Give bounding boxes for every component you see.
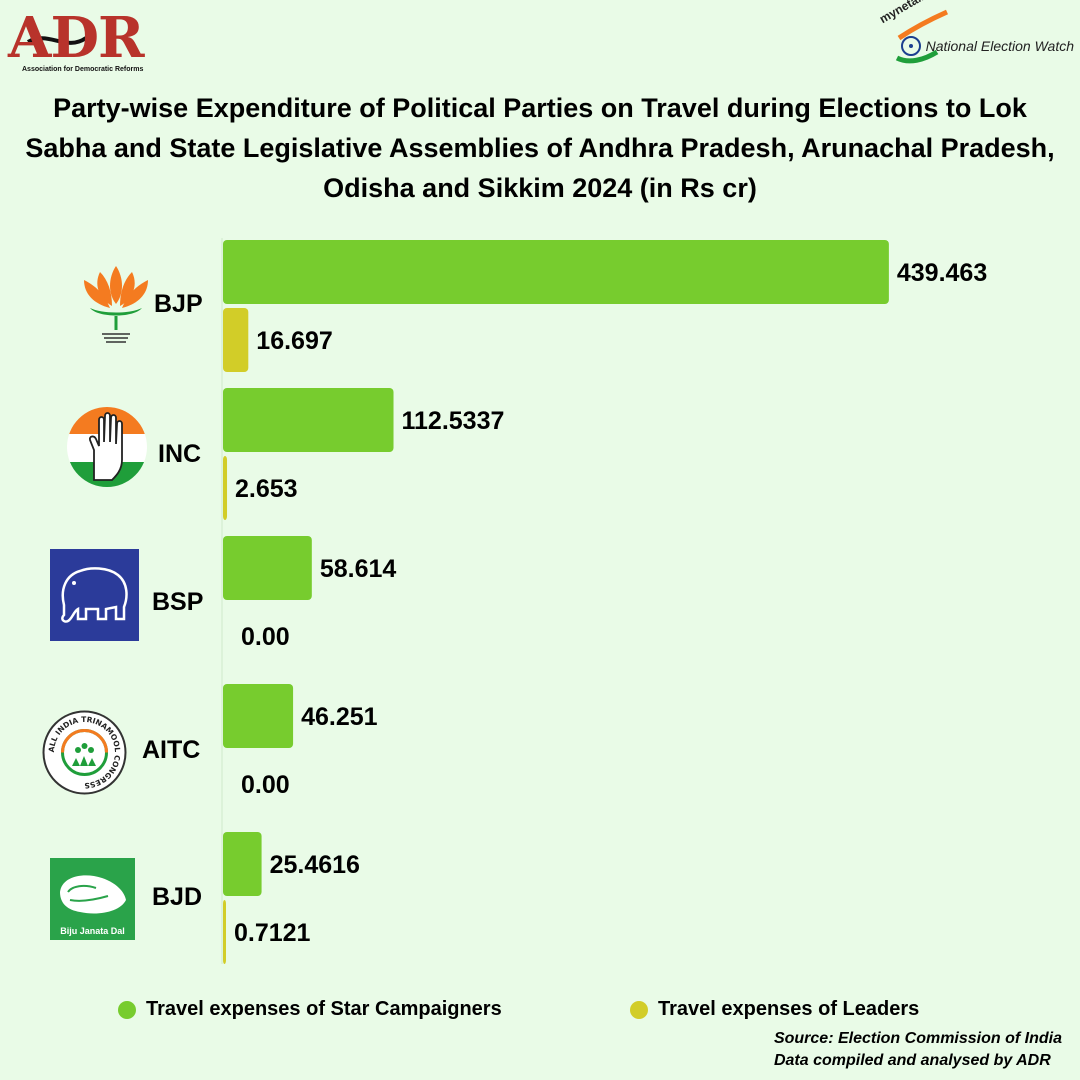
source-line-2: Data compiled and analysed by ADR: [773, 1052, 1051, 1069]
data-label-aitc-leaders: 0.00: [241, 771, 290, 799]
india-flag-swoosh-icon: [895, 9, 949, 64]
bar-bjp-leaders: [223, 308, 249, 372]
party-label-bjp: BJP: [154, 290, 203, 318]
legend-star-campaigners: Travel expenses of Star Campaigners: [118, 998, 502, 1021]
bar-bjd-star-campaigners: [223, 832, 262, 896]
bar-chart: 439.463 16.697 112.5337 2.653 58.614 0.00 46.2…: [221, 238, 987, 964]
bar-inc-star-campaigners: [223, 388, 394, 452]
legend-leaders-label: Travel expenses of Leaders: [658, 998, 920, 1020]
bar-aitc-star-campaigners: [223, 684, 294, 748]
legend-leaders: Travel expenses of Leaders: [630, 998, 919, 1021]
bjd-logo-text: Biju Janata Dal: [60, 926, 125, 936]
adr-tagline: Association for Democratic Reforms: [22, 66, 144, 73]
data-label-aitc-star-campaigners: 46.251: [301, 703, 378, 731]
data-label-bjp-star-campaigners: 439.463: [897, 259, 987, 287]
bar-bjd-leaders: [223, 900, 226, 964]
party-label-bjd: BJD: [152, 883, 203, 911]
bar-inc-leaders: [223, 456, 228, 520]
data-label-bsp-star-campaigners: 58.614: [320, 555, 397, 583]
inc-hand-icon: [66, 406, 148, 488]
bsp-elephant-icon: [50, 549, 139, 641]
legend-leaders-swatch: [630, 1000, 648, 1019]
data-label-inc-star-campaigners: 112.5337: [402, 407, 505, 435]
legend-star-swatch: [118, 1000, 136, 1019]
data-label-bjd-leaders: 0.7121: [234, 919, 311, 947]
adr-logo: ADR Association for Democratic Reforms: [8, 8, 153, 74]
chart-title: Party-wise Expenditure of Political Part…: [25, 93, 1055, 203]
adr-logo-text: ADR: [8, 5, 145, 71]
party-label-bsp: BSP: [152, 588, 204, 616]
data-label-bjp-leaders: 16.697: [256, 327, 332, 355]
source-note: Source: Election Commission of India Dat…: [774, 1028, 1062, 1072]
data-label-bsp-leaders: 0.00: [241, 623, 290, 651]
data-label-bjd-star-campaigners: 25.4616: [270, 851, 360, 879]
bar-bsp-star-campaigners: [223, 536, 312, 600]
bjp-lotus-icon: [78, 262, 154, 344]
data-label-inc-leaders: 2.653: [235, 475, 298, 503]
adr-swoosh-icon: [26, 36, 88, 45]
legend-star-label: Travel expenses of Star Campaigners: [146, 998, 502, 1020]
source-line-1: Source: Election Commission of India: [773, 1030, 1062, 1047]
aitc-flower-grass-icon: ALL INDIA TRINAMOOL CONGRESS: [42, 710, 127, 795]
bjd-conch-icon: Biju Janata Dal: [50, 858, 135, 940]
party-label-aitc: AITC: [142, 736, 201, 764]
bar-bjp-star-campaigners: [223, 240, 889, 304]
national-election-watch-logo: myneta.info National Election Watch: [869, 0, 1074, 64]
party-label-inc: INC: [158, 440, 202, 468]
national-election-watch-text: National Election Watch: [925, 38, 1074, 54]
